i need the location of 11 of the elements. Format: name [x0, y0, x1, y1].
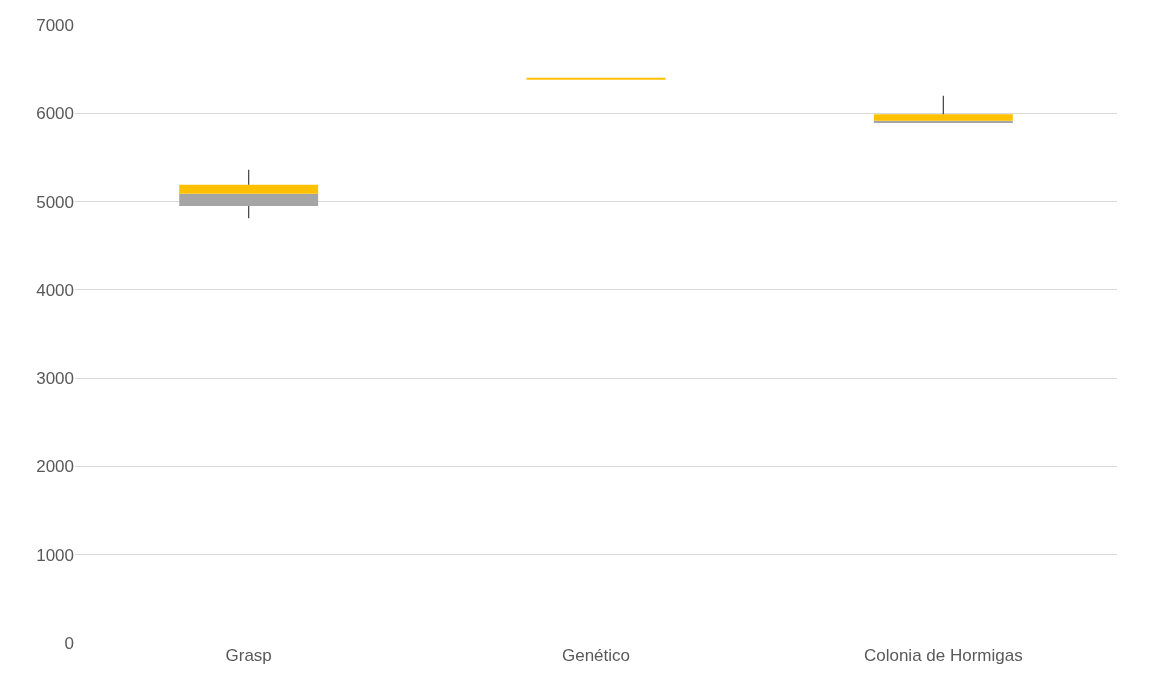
y-tick-label: 3000: [36, 369, 74, 389]
y-tick-label: 7000: [36, 15, 74, 35]
y-tick-label: 0: [64, 633, 74, 653]
y-tick-label: 2000: [36, 457, 74, 477]
y-tick-label: 5000: [36, 192, 74, 212]
y-tick-label: 4000: [36, 280, 74, 300]
x-tick-label: Genético: [561, 646, 631, 665]
x-tick-label: Colonia de Hormigas: [863, 646, 1023, 665]
y-tick-label: 1000: [36, 545, 74, 565]
x-tick-label: Grasp: [225, 646, 272, 665]
y-tick-label: 6000: [36, 104, 74, 124]
